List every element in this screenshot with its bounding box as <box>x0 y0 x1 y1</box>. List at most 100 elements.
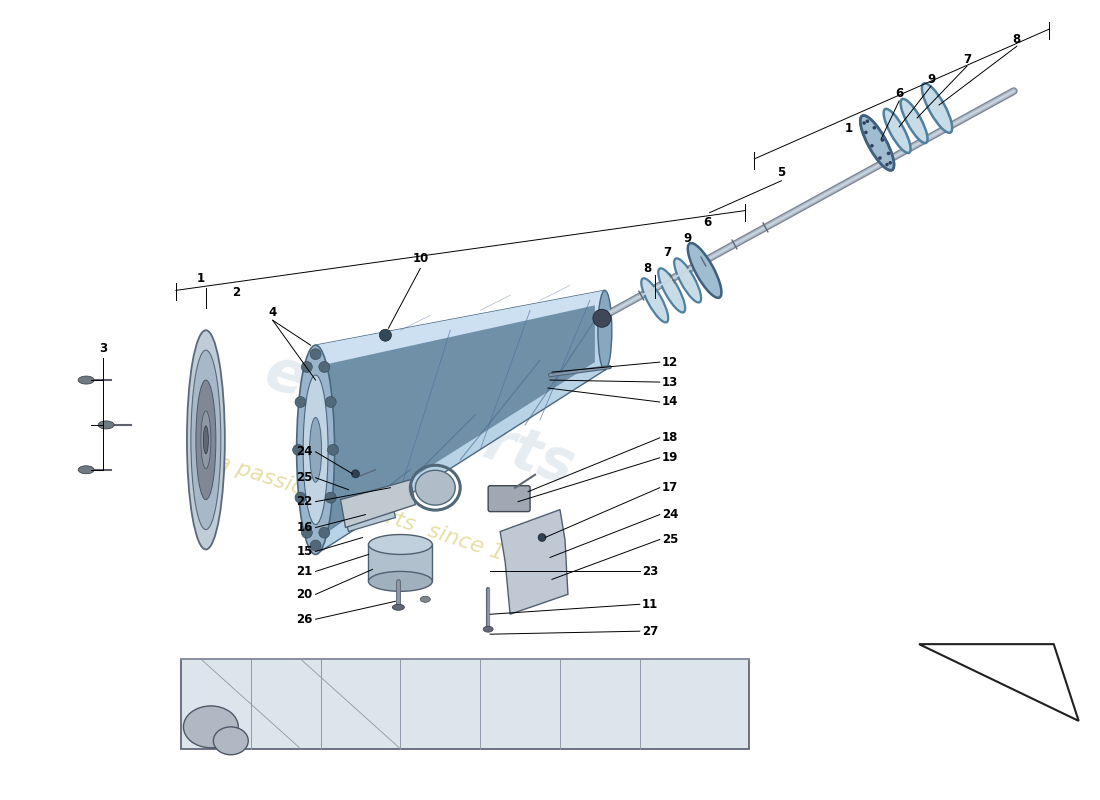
Polygon shape <box>316 290 605 554</box>
Polygon shape <box>500 510 568 614</box>
Text: 9: 9 <box>927 73 935 86</box>
Text: 10: 10 <box>412 252 429 265</box>
Text: 25: 25 <box>296 471 312 484</box>
Text: 24: 24 <box>662 508 678 521</box>
Ellipse shape <box>416 470 455 505</box>
Circle shape <box>862 122 866 125</box>
Text: 25: 25 <box>662 533 678 546</box>
Polygon shape <box>180 659 749 749</box>
Text: 19: 19 <box>662 451 678 464</box>
Text: 7: 7 <box>663 246 672 259</box>
Text: 6: 6 <box>895 86 903 99</box>
Circle shape <box>301 527 312 538</box>
Circle shape <box>326 397 337 407</box>
Ellipse shape <box>658 268 685 313</box>
Ellipse shape <box>368 571 432 591</box>
Ellipse shape <box>901 99 927 143</box>
Text: europarts: europarts <box>258 343 583 497</box>
Ellipse shape <box>78 376 95 384</box>
Circle shape <box>870 144 873 147</box>
Circle shape <box>865 130 868 134</box>
Circle shape <box>295 492 306 503</box>
FancyBboxPatch shape <box>488 486 530 512</box>
Circle shape <box>319 362 330 373</box>
Circle shape <box>593 310 611 327</box>
Ellipse shape <box>883 109 911 153</box>
Text: 11: 11 <box>641 598 658 610</box>
Text: 21: 21 <box>296 565 312 578</box>
Text: 26: 26 <box>296 613 312 626</box>
Text: 18: 18 <box>662 431 678 444</box>
Ellipse shape <box>196 380 216 500</box>
Ellipse shape <box>641 278 668 322</box>
Ellipse shape <box>304 375 328 525</box>
Text: 16: 16 <box>296 521 312 534</box>
Polygon shape <box>316 290 605 367</box>
Text: 23: 23 <box>641 565 658 578</box>
Text: 12: 12 <box>662 356 678 369</box>
Ellipse shape <box>674 258 701 302</box>
Circle shape <box>881 138 884 142</box>
Ellipse shape <box>78 466 95 474</box>
Text: 7: 7 <box>962 53 971 66</box>
Polygon shape <box>342 492 395 531</box>
Polygon shape <box>341 480 416 527</box>
Ellipse shape <box>922 83 953 133</box>
Text: 17: 17 <box>662 481 678 494</box>
Text: 24: 24 <box>296 446 312 458</box>
Text: 22: 22 <box>296 495 312 508</box>
Circle shape <box>319 527 330 538</box>
Text: 2: 2 <box>232 286 240 299</box>
Text: 8: 8 <box>1013 33 1021 46</box>
Ellipse shape <box>191 350 221 530</box>
Ellipse shape <box>204 426 208 454</box>
Ellipse shape <box>688 243 722 298</box>
Text: 1: 1 <box>845 122 854 135</box>
Text: 20: 20 <box>296 588 312 601</box>
Circle shape <box>878 156 882 160</box>
Circle shape <box>293 444 304 455</box>
Ellipse shape <box>598 290 612 370</box>
Circle shape <box>866 119 869 123</box>
Circle shape <box>872 126 877 130</box>
Text: 6: 6 <box>704 216 712 229</box>
Ellipse shape <box>393 604 405 610</box>
Text: 1: 1 <box>197 272 205 285</box>
Polygon shape <box>368 545 432 582</box>
Ellipse shape <box>483 626 493 632</box>
Ellipse shape <box>201 411 211 469</box>
Circle shape <box>538 534 546 542</box>
Ellipse shape <box>860 115 894 170</box>
Text: 13: 13 <box>662 375 678 389</box>
Circle shape <box>889 161 892 165</box>
Circle shape <box>328 444 339 455</box>
Text: 3: 3 <box>99 342 107 354</box>
Circle shape <box>310 540 321 551</box>
Circle shape <box>301 362 312 373</box>
Text: 27: 27 <box>641 625 658 638</box>
Text: 15: 15 <box>296 545 312 558</box>
Ellipse shape <box>860 115 894 170</box>
Ellipse shape <box>689 245 720 296</box>
Ellipse shape <box>368 534 432 554</box>
Ellipse shape <box>420 596 430 602</box>
Circle shape <box>352 470 360 478</box>
Ellipse shape <box>213 727 249 754</box>
Text: 4: 4 <box>268 306 277 319</box>
Ellipse shape <box>187 330 224 550</box>
Ellipse shape <box>309 418 321 482</box>
Circle shape <box>295 397 306 407</box>
Text: 5: 5 <box>778 166 785 179</box>
Text: 8: 8 <box>644 262 652 275</box>
Text: a passion for parts  since 1985: a passion for parts since 1985 <box>214 452 547 577</box>
Circle shape <box>379 330 392 342</box>
Circle shape <box>310 349 321 360</box>
Text: 9: 9 <box>683 232 692 245</box>
Ellipse shape <box>184 706 239 748</box>
Polygon shape <box>322 306 595 534</box>
Ellipse shape <box>98 421 114 429</box>
Circle shape <box>886 162 889 166</box>
Circle shape <box>887 152 890 155</box>
Text: 14: 14 <box>662 395 678 409</box>
Circle shape <box>326 492 337 503</box>
